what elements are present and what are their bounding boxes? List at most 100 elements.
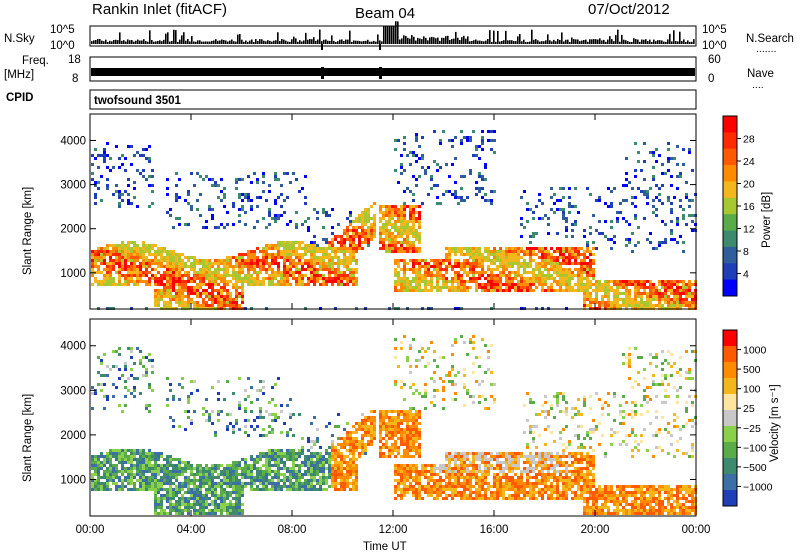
heatmap-cell (418, 259, 421, 262)
heatmap-cell (493, 277, 496, 280)
heatmap-cell (355, 470, 358, 473)
heatmap-cell (247, 196, 250, 199)
heatmap-cell (199, 494, 202, 497)
heatmap-cell (559, 289, 562, 292)
heatmap-cell (157, 247, 160, 250)
heatmap-cell (364, 223, 367, 226)
heatmap-cell (208, 262, 211, 265)
heatmap-cell (409, 208, 412, 211)
heatmap-cell (361, 241, 364, 244)
heatmap-cell (559, 262, 562, 265)
heatmap-cell (424, 283, 427, 286)
heatmap-cell (355, 464, 358, 467)
heatmap-cell (403, 202, 406, 205)
heatmap-cell (274, 274, 277, 277)
nsky-bar (681, 41, 683, 44)
heatmap-cell (151, 190, 154, 193)
heatmap-cell (148, 160, 151, 163)
heatmap-cell (160, 506, 163, 509)
heatmap-cell (274, 413, 277, 416)
heatmap-cell (553, 211, 556, 214)
heatmap-cell (169, 500, 172, 503)
heatmap-cell (151, 247, 154, 250)
heatmap-cell (310, 467, 313, 470)
heatmap-cell (295, 226, 298, 229)
heatmap-cell (268, 461, 271, 464)
heatmap-cell (271, 247, 274, 250)
heatmap-cell (115, 271, 118, 274)
heatmap-cell (355, 449, 358, 452)
heatmap-cell (295, 455, 298, 458)
heatmap-cell (211, 301, 214, 304)
heatmap-cell (364, 452, 367, 455)
heatmap-cell (352, 238, 355, 241)
heatmap-cell (622, 286, 625, 289)
heatmap-cell (394, 205, 397, 208)
heatmap-cell (196, 488, 199, 491)
heatmap-cell (520, 283, 523, 286)
heatmap-cell (205, 274, 208, 277)
heatmap-cell (178, 196, 181, 199)
heatmap-cell (211, 271, 214, 274)
nsky-bar (677, 41, 679, 44)
heatmap-cell (223, 506, 226, 509)
heatmap-cell (199, 488, 202, 491)
heatmap-cell (118, 476, 121, 479)
heatmap-cell (577, 256, 580, 259)
heatmap-cell (154, 295, 157, 298)
heatmap-cell (451, 283, 454, 286)
heatmap-cell (439, 271, 442, 274)
heatmap-cell (106, 280, 109, 283)
heatmap-cell (346, 485, 349, 488)
heatmap-cell (226, 482, 229, 485)
heatmap-cell (244, 458, 247, 461)
heatmap-cell (361, 247, 364, 250)
heatmap-cell (139, 274, 142, 277)
heatmap-cell (508, 280, 511, 283)
heatmap-cell (208, 416, 211, 419)
nsky-bar (117, 40, 119, 44)
heatmap-cell (250, 265, 253, 268)
heatmap-cell (223, 509, 226, 512)
heatmap-cell (184, 262, 187, 265)
heatmap-cell (181, 503, 184, 506)
heatmap-cell (274, 178, 277, 181)
heatmap-cell (346, 437, 349, 440)
heatmap-cell (313, 485, 316, 488)
heatmap-cell (97, 187, 100, 190)
heatmap-cell (160, 277, 163, 280)
heatmap-cell (403, 217, 406, 220)
nsky-bar (455, 31, 457, 44)
heatmap-cell (220, 190, 223, 193)
nsky-bar (693, 39, 695, 44)
heatmap-cell (127, 268, 130, 271)
heatmap-cell (442, 259, 445, 262)
heatmap-cell (271, 482, 274, 485)
heatmap-cell (118, 268, 121, 271)
heatmap-cell (556, 256, 559, 259)
heatmap-cell (643, 160, 646, 163)
heatmap-cell (130, 476, 133, 479)
heatmap-cell (622, 217, 625, 220)
heatmap-cell (418, 214, 421, 217)
heatmap-cell (124, 479, 127, 482)
heatmap-cell (232, 431, 235, 434)
heatmap-cell (625, 172, 628, 175)
heatmap-cell (484, 193, 487, 196)
heatmap-cell (262, 283, 265, 286)
heatmap-cell (337, 268, 340, 271)
nsearch-tick-high: 10^5 (702, 24, 727, 36)
heatmap-cell (121, 452, 124, 455)
nsky-bar (601, 40, 603, 44)
heatmap-cell (454, 265, 457, 268)
heatmap-cell (268, 464, 271, 467)
heatmap-cell (442, 130, 445, 133)
heatmap-cell (259, 467, 262, 470)
heatmap-cell (415, 160, 418, 163)
heatmap-cell (169, 488, 172, 491)
nsearch-label: N.Search (746, 33, 794, 45)
heatmap-cell (154, 482, 157, 485)
heatmap-cell (214, 491, 217, 494)
heatmap-cell (358, 241, 361, 244)
heatmap-cell (310, 476, 313, 479)
